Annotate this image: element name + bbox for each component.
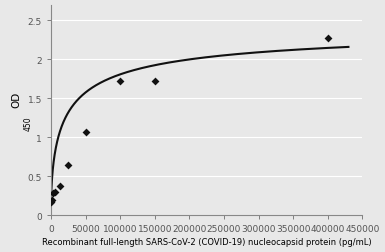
Point [57,184,63,188]
Point [65,163,72,167]
Point [325,37,331,41]
Point [52,190,59,194]
Point [48,200,54,204]
Text: OD: OD [12,92,22,108]
Point [50,192,56,196]
Point [49,199,55,203]
Point [152,80,158,84]
Point [82,130,89,134]
Point [117,80,123,84]
X-axis label: Recombinant full-length SARS-CoV-2 (COVID-19) nucleocapsid protein (pg/mL): Recombinant full-length SARS-CoV-2 (COVI… [42,237,372,246]
Text: 450: 450 [23,116,32,130]
